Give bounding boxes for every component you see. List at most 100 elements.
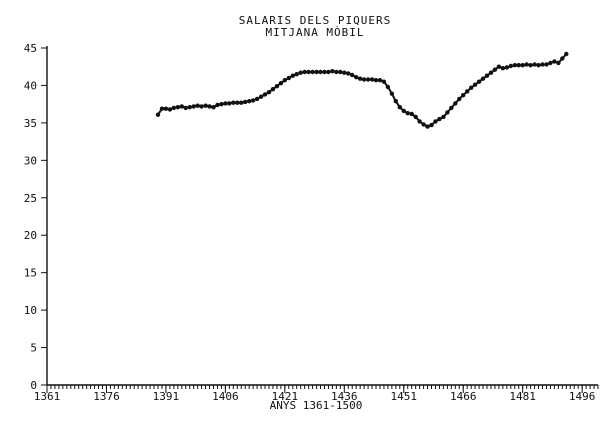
data-point (258, 94, 264, 99)
data-point (393, 99, 398, 104)
data-point (421, 122, 426, 127)
data-point (453, 101, 458, 106)
data-point (350, 72, 355, 78)
x-tick-label: 1496 (569, 390, 596, 403)
data-point (524, 62, 529, 67)
data-point (179, 104, 184, 109)
data-point (306, 69, 311, 75)
data-point (425, 124, 430, 129)
series-layer (155, 51, 569, 129)
data-point (342, 70, 347, 75)
data-point (199, 104, 204, 109)
data-point (191, 104, 196, 109)
data-point (302, 69, 307, 75)
data-point (385, 84, 391, 90)
axes: 0 5 10 15 20 25 30 35 40 45 1361 1376 1391 1406 1421 14… (24, 42, 599, 403)
data-point (445, 110, 450, 115)
data-point (163, 106, 169, 111)
data-point (175, 105, 180, 110)
data-point (334, 69, 339, 75)
data-point (540, 62, 545, 67)
x-tick-label: 1466 (450, 390, 477, 403)
data-point (528, 62, 533, 68)
data-point (413, 114, 418, 120)
data-point (187, 105, 192, 110)
data-point (532, 62, 537, 67)
data-point (492, 67, 498, 72)
data-point (195, 103, 200, 108)
data-point (512, 62, 517, 68)
data-point (247, 99, 252, 104)
data-point (294, 72, 299, 77)
data-point (449, 105, 454, 111)
data-point (286, 75, 291, 81)
y-tick-label: 5 (30, 342, 37, 355)
y-tick-label: 25 (24, 192, 37, 205)
data-point (472, 82, 478, 87)
data-point (155, 112, 161, 117)
data-point (235, 100, 240, 105)
x-tick-label: 1451 (391, 390, 418, 403)
y-tick-label: 35 (24, 117, 37, 130)
data-point (417, 119, 422, 124)
data-point (373, 78, 379, 83)
data-point (429, 122, 434, 128)
data-point (484, 73, 490, 78)
data-point (365, 77, 371, 82)
data-point (322, 69, 327, 75)
data-point (476, 79, 482, 84)
data-point (397, 105, 402, 110)
data-point (171, 105, 176, 111)
data-point (361, 77, 367, 82)
data-point (227, 101, 232, 106)
data-point (310, 69, 315, 75)
y-tick-label: 0 (30, 379, 37, 392)
series-line (157, 53, 568, 128)
x-tick-label: 1361 (34, 390, 61, 403)
data-point (504, 65, 509, 70)
data-point (254, 96, 260, 102)
data-point (346, 71, 351, 76)
data-point (564, 51, 569, 57)
data-point (536, 62, 541, 68)
y-tick-label: 40 (24, 79, 37, 92)
data-point (560, 56, 565, 61)
data-point (409, 111, 414, 117)
data-point (231, 100, 236, 105)
data-point (377, 78, 383, 83)
data-point (389, 91, 395, 96)
data-point (437, 116, 442, 122)
x-tick-label: 1376 (93, 390, 120, 403)
data-point (223, 101, 228, 106)
data-point (354, 75, 359, 80)
data-point (544, 62, 549, 67)
data-point (338, 69, 343, 75)
data-point (159, 106, 165, 111)
data-point (314, 69, 319, 75)
data-point (262, 92, 268, 97)
y-tick-label: 15 (24, 267, 37, 280)
data-point (405, 111, 410, 116)
y-tick-label: 45 (24, 42, 37, 55)
data-point (508, 63, 513, 69)
data-point (461, 93, 466, 98)
data-point (465, 89, 470, 94)
data-point (488, 70, 494, 75)
data-point (516, 62, 521, 68)
data-point (203, 103, 208, 108)
data-point (441, 114, 446, 120)
data-point (433, 119, 438, 124)
data-point (330, 69, 335, 74)
y-tick-label: 20 (24, 229, 37, 242)
data-point (381, 79, 387, 84)
data-point (358, 76, 363, 81)
data-point (298, 70, 303, 75)
data-point (480, 76, 486, 81)
data-point (496, 64, 502, 69)
data-point (290, 73, 295, 78)
data-point (500, 66, 506, 71)
data-point (469, 85, 474, 90)
data-point (207, 104, 212, 109)
